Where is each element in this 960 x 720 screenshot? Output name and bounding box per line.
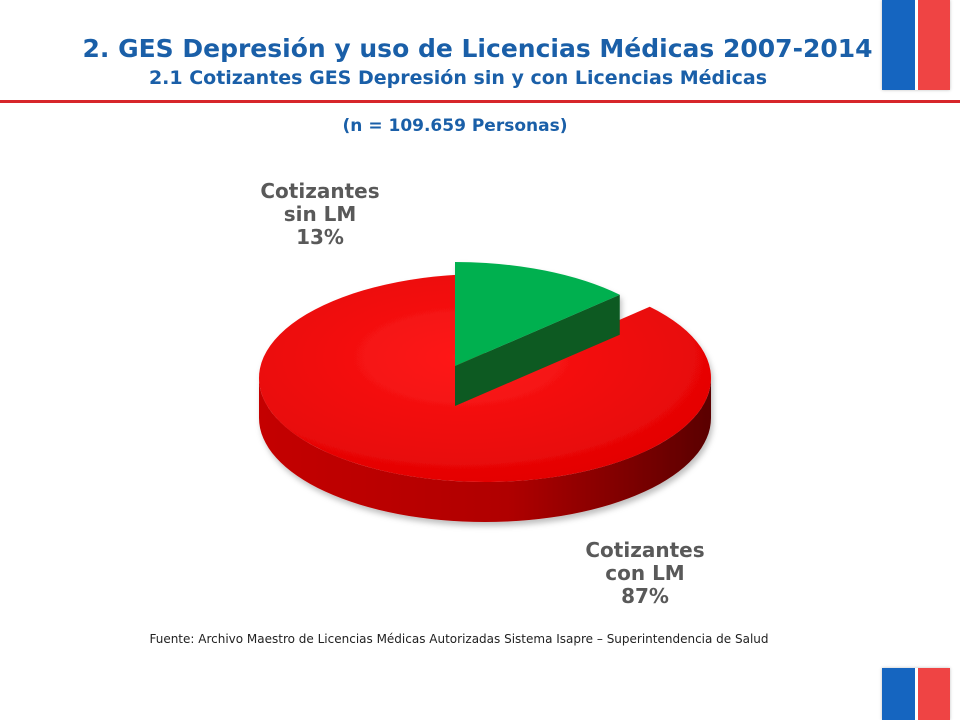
- pie-slice-label-line: 13%: [296, 225, 344, 249]
- pie-slice-top: [455, 262, 620, 366]
- pie-slice-label-line: Cotizantes: [585, 538, 704, 562]
- pie-slice-wall: [455, 294, 620, 406]
- flag-bottom: [882, 668, 950, 720]
- pie-slice-label-line: Cotizantes: [260, 179, 379, 203]
- pie-slice-1: [455, 262, 620, 406]
- title-divider: [0, 100, 960, 103]
- source-note: Fuente: Archivo Maestro de Licencias Méd…: [149, 632, 769, 646]
- pie-slice-label-line: con LM: [605, 561, 684, 585]
- flag-red-band: [917, 668, 950, 720]
- flag-red-band: [917, 0, 950, 90]
- page-subtitle: 2.1 Cotizantes GES Depresión sin y con L…: [148, 67, 768, 89]
- pie-slice-label-line: sin LM: [284, 202, 357, 226]
- pie-slice-label: Cotizantes con LM 87%: [585, 538, 704, 608]
- page-title: 2. GES Depresión y uso de Licencias Médi…: [82, 34, 873, 63]
- pie-slice-rim: [259, 378, 711, 522]
- pie-slice-label: Cotizantes sin LM 13%: [260, 179, 379, 249]
- sample-size-label: (n = 109.659 Personas): [342, 116, 568, 136]
- flag-blue-band: [882, 668, 915, 720]
- pie-slice-label-line: 87%: [621, 584, 669, 608]
- flag-blue-band: [882, 0, 915, 90]
- flag-top: [882, 0, 950, 90]
